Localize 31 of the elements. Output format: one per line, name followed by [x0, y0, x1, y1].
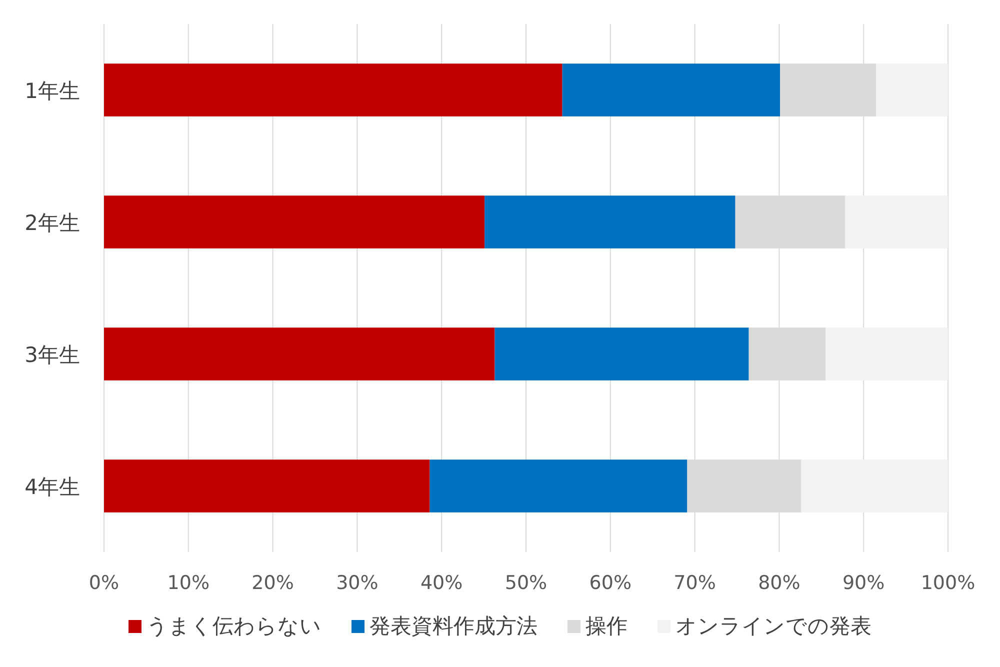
y-tick-label: 1年生 [24, 79, 80, 103]
bar [826, 328, 948, 380]
bar [801, 460, 948, 512]
legend-label: 発表資料作成方法 [370, 614, 538, 638]
x-tick-label: 30% [336, 572, 378, 594]
y-tick-label: 3年生 [24, 343, 80, 367]
x-tick-label: 100% [920, 572, 976, 594]
bar [876, 64, 948, 116]
bar [104, 460, 430, 512]
x-tick-label: 40% [420, 572, 463, 594]
legend-label: 操作 [586, 614, 628, 638]
legend-label: オンラインでの発表 [676, 614, 872, 638]
bar [104, 196, 485, 248]
bar [845, 196, 948, 248]
bar [104, 328, 495, 380]
x-tick-label: 70% [674, 572, 716, 594]
x-tick-label: 80% [758, 572, 800, 594]
bar [494, 328, 749, 380]
bar [562, 64, 780, 116]
bar [484, 196, 736, 248]
x-tick-label: 10% [167, 572, 210, 594]
legend-label: うまく伝わらない [146, 614, 322, 638]
x-tick-label: 20% [252, 572, 294, 594]
x-tick-label: 0% [88, 572, 120, 594]
x-tick-label: 60% [589, 572, 632, 594]
x-tick-label: 90% [842, 572, 885, 594]
x-tick-label: 50% [504, 572, 548, 594]
y-tick-label: 4年生 [24, 475, 80, 499]
bar [104, 64, 562, 116]
y-tick-label: 2年生 [24, 211, 80, 235]
bar [430, 460, 688, 512]
